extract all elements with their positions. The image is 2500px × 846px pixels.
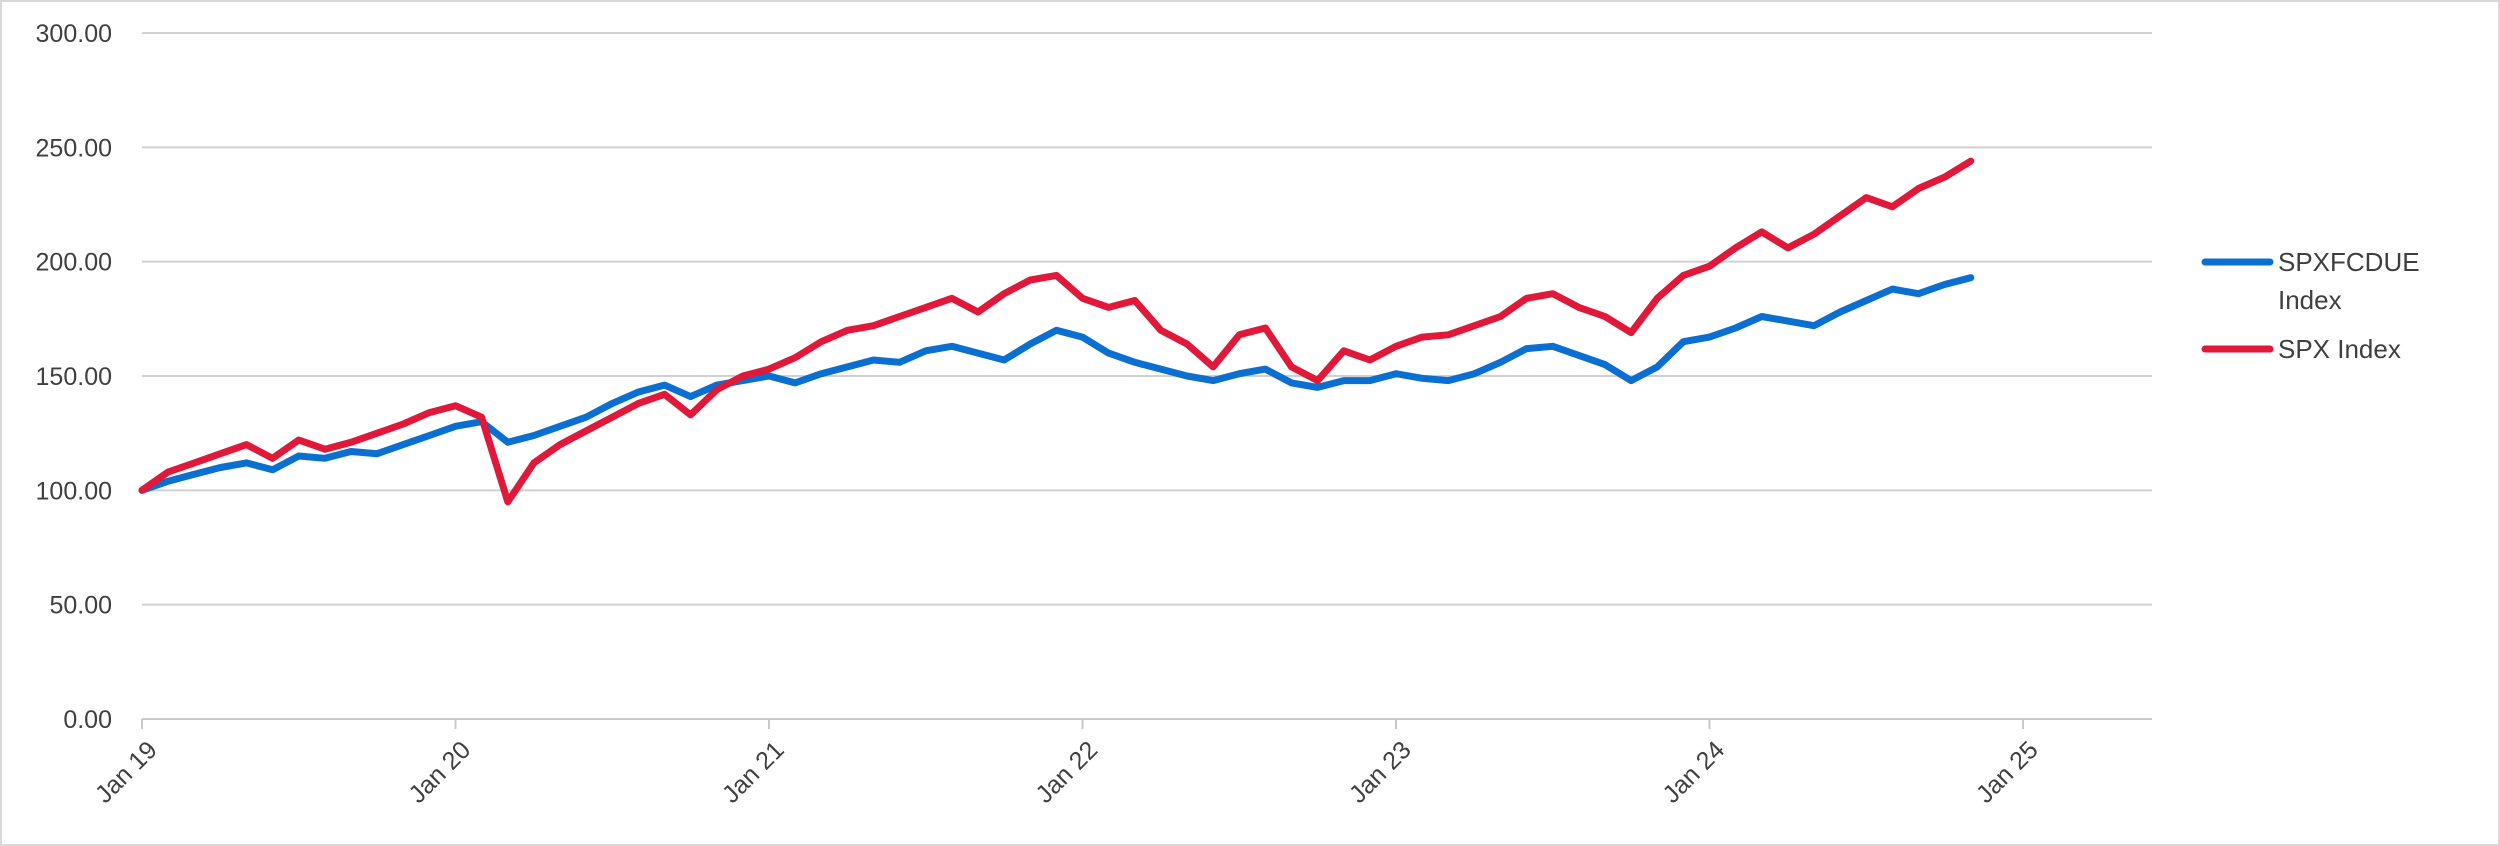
y-tick-label: 0.00 bbox=[63, 706, 112, 734]
x-tick-label: Jan 21 bbox=[717, 736, 790, 809]
x-tick-label: Jan 23 bbox=[1344, 736, 1417, 809]
x-tick-label: Jan 19 bbox=[90, 736, 163, 809]
series-line-spxfcdue bbox=[138, 274, 1975, 494]
y-tick-label: 300.00 bbox=[36, 20, 112, 48]
y-tick-label: 200.00 bbox=[36, 249, 112, 277]
y-tick-label: 100.00 bbox=[36, 477, 112, 505]
legend-label-spx: SPX Index bbox=[2278, 334, 2401, 364]
y-axis-ticks: 0.00 50.00 100.00 150.00 200.00 250.00 300.00 bbox=[36, 20, 112, 734]
x-tick-label: Jan 25 bbox=[1971, 736, 2044, 809]
legend-label-spxfcdue: SPXFCDUE Index bbox=[2278, 247, 2427, 315]
series-lines bbox=[138, 157, 1975, 506]
y-tick-label: 150.00 bbox=[36, 363, 112, 391]
x-axis-ticks: Jan 19 Jan 20 Jan 21 Jan 22 Jan 23 Jan 24 Jan … bbox=[90, 719, 2044, 809]
x-tick-label: Jan 24 bbox=[1657, 736, 1730, 809]
y-tick-label: 50.00 bbox=[49, 592, 112, 620]
gridlines bbox=[142, 32, 2152, 606]
y-tick-label: 250.00 bbox=[36, 134, 112, 162]
x-tick-label: Jan 22 bbox=[1030, 736, 1103, 809]
legend: SPXFCDUE Index SPX Index bbox=[2201, 247, 2427, 364]
series-line-spx bbox=[138, 157, 1975, 506]
x-tick-label: Jan 20 bbox=[403, 736, 476, 809]
